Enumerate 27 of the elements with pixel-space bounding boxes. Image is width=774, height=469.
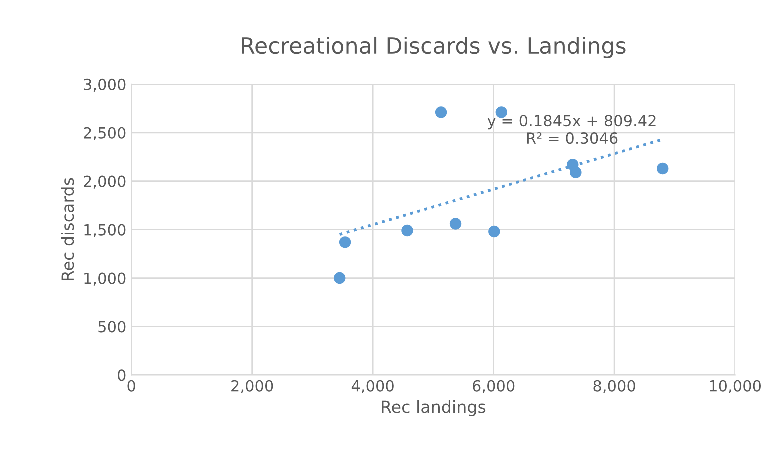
y-tick-label: 1,000 (84, 272, 126, 286)
x-tick-label: 4,000 (352, 380, 394, 394)
x-tick-label: 10,000 (710, 380, 762, 394)
x-tick-label: 0 (128, 380, 136, 392)
y-tick-label: 0 (118, 370, 126, 382)
y-tick-label: 3,000 (84, 78, 126, 92)
y-tick-label: 1,500 (84, 224, 126, 238)
x-tick-label: 6,000 (473, 380, 515, 394)
x-tick-label: 8,000 (594, 380, 636, 394)
annotation: R² = 0.3046 (527, 132, 618, 144)
point (450, 218, 462, 230)
point (496, 106, 508, 118)
point (339, 236, 352, 248)
x-axis-title: Rec landings (382, 400, 486, 417)
y-tick-label: 500 (98, 321, 126, 333)
point (488, 226, 500, 238)
point (334, 272, 346, 284)
chart-title: Recreational Discards vs. Landings (242, 36, 626, 58)
x-tick-label: 2,000 (232, 380, 274, 394)
y-tick-label: 2,500 (84, 127, 126, 140)
point (657, 162, 669, 175)
y-tick-label: 2,000 (84, 176, 126, 189)
point (570, 166, 582, 178)
annotation: y = 0.1845x + 809.42 (488, 115, 656, 130)
point (402, 224, 414, 237)
y-axis-title: Rec discards (61, 178, 74, 280)
point (435, 106, 448, 118)
